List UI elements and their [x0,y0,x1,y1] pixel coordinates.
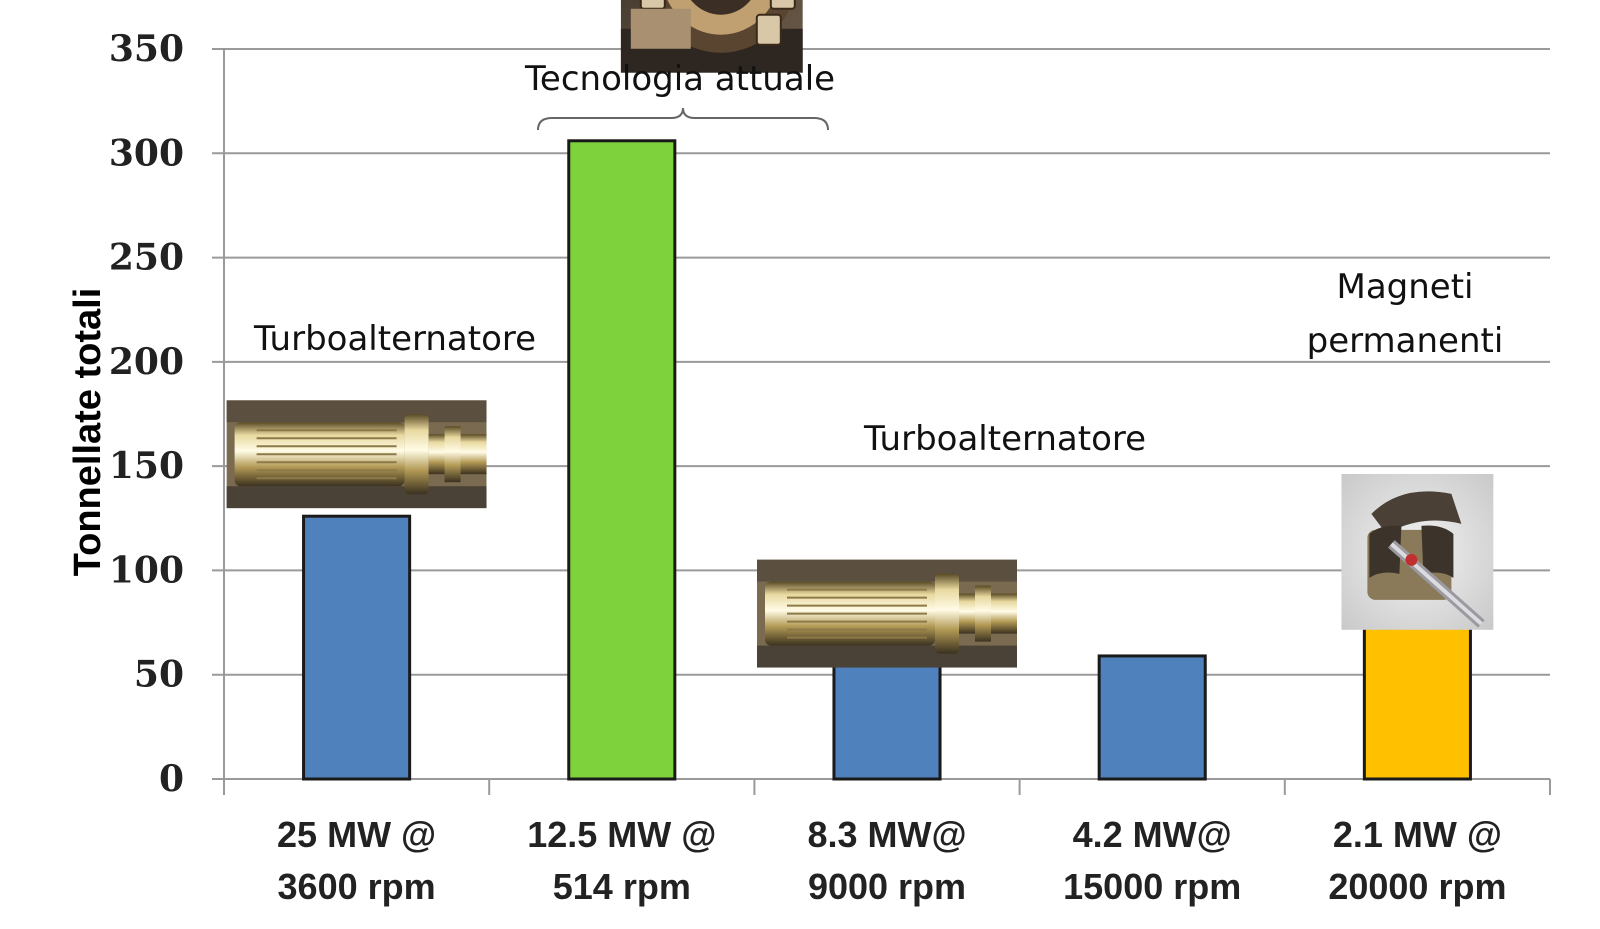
annotation-label: Turboalternatore [253,319,536,359]
annotation-label: permanenti [1307,321,1504,361]
y-tick-label: 150 [109,445,184,487]
x-tick-label: 3600 rpm [278,866,436,907]
x-tick-label: 20000 rpm [1328,866,1506,907]
y-tick-label: 200 [109,341,184,383]
x-tick-label: 15000 rpm [1063,866,1241,907]
bar [567,139,677,781]
permanent-magnet-rotor-icon [1341,474,1493,630]
bar [832,646,942,781]
x-tick-label: 9000 rpm [808,866,966,907]
y-tick-label: 300 [109,132,184,174]
bar [1097,654,1207,781]
y-tick-label: 50 [134,654,184,696]
annotation-label: Turboalternatore [863,419,1146,459]
bar [302,514,412,781]
annotation-label: Tecnologia attuale [524,59,835,99]
x-tick-label: 12.5 MW @ [527,814,716,855]
x-tick-label: 4.2 MW@ [1073,814,1232,855]
turboalternator-rotor-icon [757,559,1017,668]
y-tick-label: 100 [109,549,184,591]
y-axis-label: Tonnellate totali [67,288,109,577]
turboalternator-rotor-icon [226,400,487,509]
x-tick-label: 25 MW @ [277,814,436,855]
bracket-annotation [537,107,829,131]
y-tick-label: 250 [109,237,184,279]
annotation-label: Magneti [1337,267,1474,307]
y-tick-label: 350 [109,28,184,70]
x-tick-label: 8.3 MW@ [807,814,966,855]
bar [1362,604,1472,781]
x-tick-label: 2.1 MW @ [1333,814,1502,855]
x-tick-label: 514 rpm [553,866,691,907]
y-tick-label: 0 [159,758,184,800]
